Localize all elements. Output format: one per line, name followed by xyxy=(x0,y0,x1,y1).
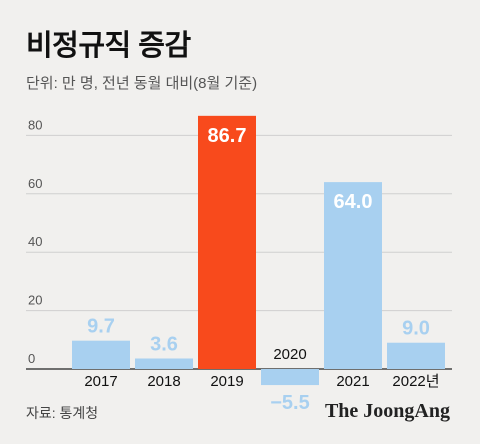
y-tick-label: 60 xyxy=(28,176,42,191)
value-label: 9.0 xyxy=(402,318,430,340)
bar-2022 xyxy=(387,342,445,369)
y-tick-label: 40 xyxy=(28,234,42,249)
source-note: 자료: 통계청 xyxy=(26,405,99,421)
bar-2020 xyxy=(261,369,319,386)
category-label: 2022년 xyxy=(392,373,439,390)
bar-2021 xyxy=(324,182,382,369)
value-label: −5.5 xyxy=(270,392,309,414)
value-label: 64.0 xyxy=(334,191,373,213)
bar-2019 xyxy=(198,115,256,369)
y-tick-label: 80 xyxy=(28,117,42,132)
y-axis-ticks: 0 20 40 60 80 xyxy=(28,117,42,366)
x-axis-categories: 2017 2018 2019 2020 2021 2022년 xyxy=(84,346,439,390)
chart-title: 비정규직 증감 xyxy=(26,30,191,62)
value-label: 86.7 xyxy=(208,125,247,147)
y-tick-label: 20 xyxy=(28,293,42,308)
category-label: 2019 xyxy=(210,373,243,390)
category-label: 2017 xyxy=(84,373,117,390)
y-tick-label: 0 xyxy=(28,351,35,366)
value-labels: 9.7 3.6 86.7 −5.5 64.0 9.0 xyxy=(87,125,430,414)
category-label: 2020 xyxy=(273,346,306,363)
bars xyxy=(72,115,445,386)
value-label: 9.7 xyxy=(87,316,115,338)
value-label: 3.6 xyxy=(150,333,178,355)
brand-logo: The JoongAng xyxy=(324,400,450,422)
bar-2017 xyxy=(72,340,130,369)
bar-2018 xyxy=(135,358,193,369)
category-label: 2018 xyxy=(147,373,180,390)
category-label: 2021 xyxy=(336,373,369,390)
unit-note: 단위: 만 명, 전년 동월 대비(8월 기준) xyxy=(26,75,258,92)
